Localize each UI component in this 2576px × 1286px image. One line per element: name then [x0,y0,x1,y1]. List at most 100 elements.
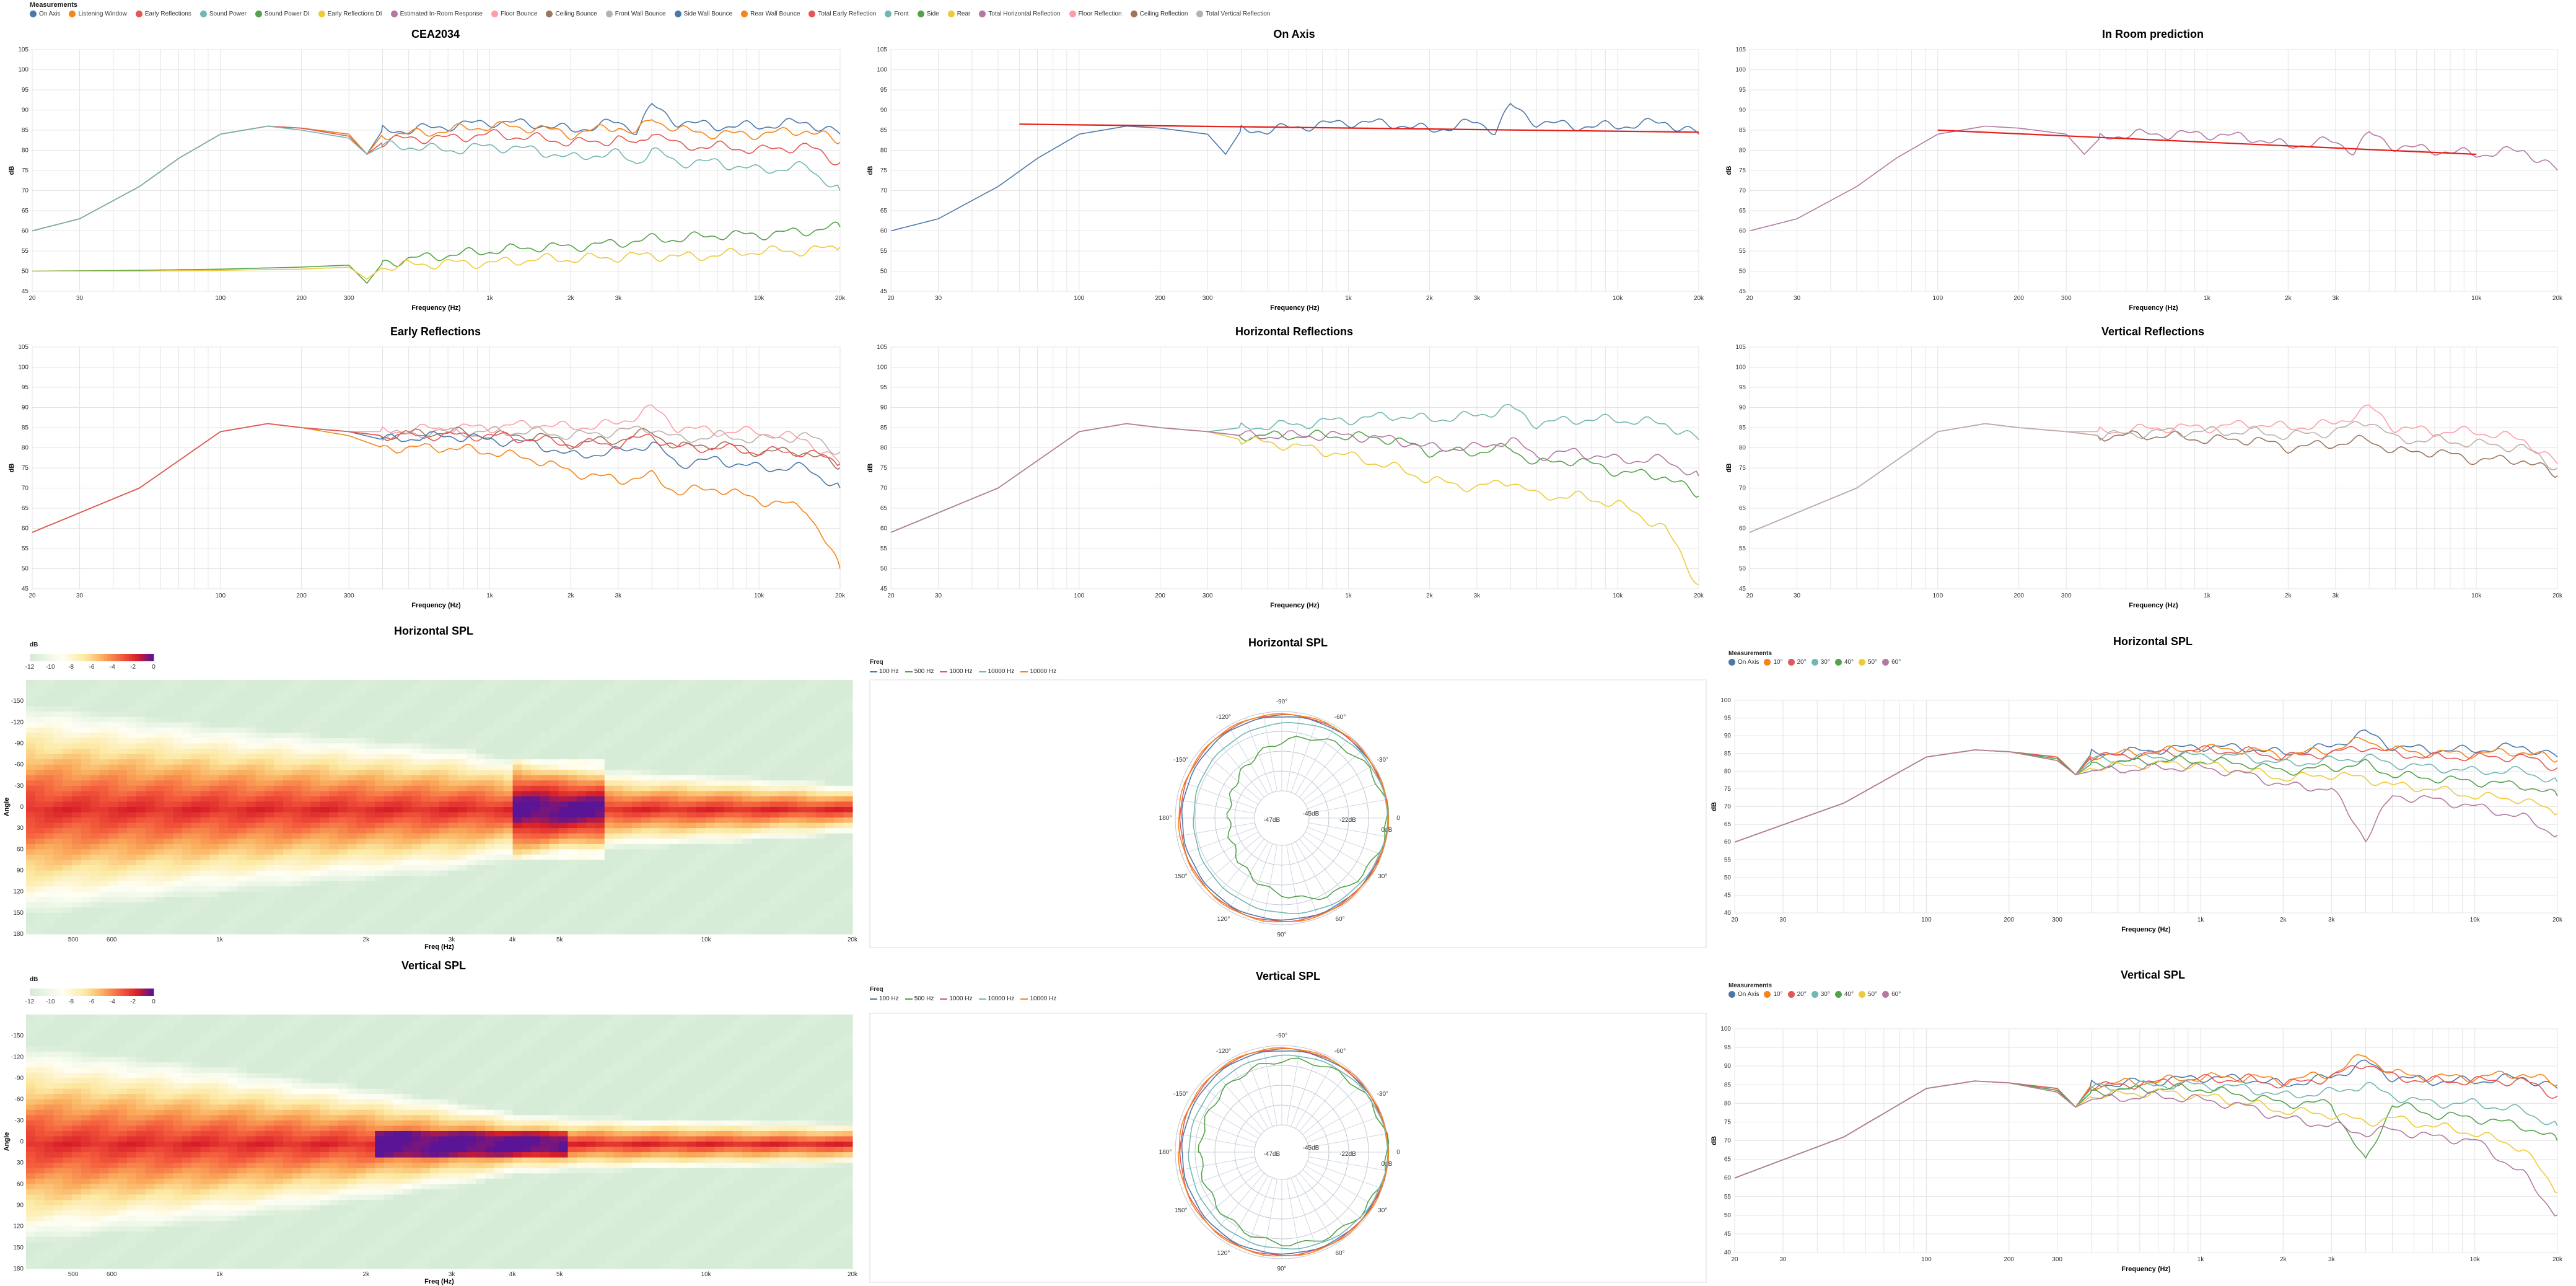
heatmap-cell [265,770,274,776]
heatmap-cell [182,870,192,876]
heatmap-cell [540,843,550,850]
x-axis-label: Frequency (Hz) [411,304,461,312]
legend-item-side-wall-bounce[interactable]: Side Wall Bounce [674,11,732,17]
heatmap-cell [632,727,642,734]
polar-legend-item[interactable]: 500 Hz [905,668,934,675]
heatmap-cell [301,701,312,707]
heatmap-cell [44,870,55,876]
polar-legend-item[interactable]: 1000 Hz [940,668,973,675]
legend-item-sound-power[interactable]: Sound Power [199,11,247,17]
heatmap-cell [788,791,798,797]
heatmap-cell [687,738,697,744]
legend-item-total-vertical-reflection[interactable]: Total Vertical Reflection [1196,11,1270,17]
heatmap-cell [421,701,431,707]
heatmap-cell [430,807,440,813]
polar-legend-item[interactable]: 100 Hz [870,668,899,675]
heatmap-cell [623,770,633,776]
heatmap-cell [402,902,413,908]
polar-legend-item[interactable]: 10000 Hz [1020,668,1056,675]
heatmap-cell [228,695,238,702]
legend-item-ceiling-reflection[interactable]: Ceiling Reflection [1130,11,1188,17]
heatmap-cell [522,690,532,697]
heatmap-cell [411,764,421,770]
colorbar-cell [144,654,148,661]
legend-item-early-reflections-di[interactable]: Early Reflections DI [318,11,382,17]
heatmap-cell [384,881,394,887]
heatmap-cell [512,791,522,797]
heatmap-cell [531,754,541,760]
heatmap-cell [724,759,734,765]
heatmap-cell [292,701,302,707]
heatmap-cell [393,886,403,892]
legend-item-on-axis[interactable]: On Axis [30,11,60,17]
heatmap-cell [228,902,238,908]
heatmap-cell [53,860,63,866]
heatmap-cell [127,716,137,723]
polar-spoke [1307,781,1382,809]
legend-item-total-early-reflection[interactable]: Total Early Reflection [808,11,876,17]
heatmap-cell [164,749,173,755]
y-tick-label: 150 [13,910,24,917]
heatmap-cell [815,695,826,702]
heatmap-cell [623,754,633,760]
legend-item-total-horizontal-reflection[interactable]: Total Horizontal Reflection [979,11,1061,17]
heatmap-cell [265,727,274,734]
chart-title: Horizontal SPL [1248,636,1328,649]
heatmap-cell [310,876,320,882]
heatmap-cell [668,902,678,908]
heatmap-cell [714,828,725,834]
legend-item-sound-power-di[interactable]: Sound Power DI [255,11,310,17]
legend-item-ceiling-bounce[interactable]: Ceiling Bounce [546,11,597,17]
heatmap-cell [485,843,495,850]
heatmap-cell [173,828,183,834]
legend-item-floor-reflection[interactable]: Floor Reflection [1069,11,1122,17]
legend-item-front-wall-bounce[interactable]: Front Wall Bounce [605,11,666,17]
heatmap-cell [72,928,82,935]
heatmap-cell [586,870,596,876]
legend-item-rear-wall-bounce[interactable]: Rear Wall Bounce [741,11,800,17]
heatmap-cell [108,886,118,892]
heatmap-cell [668,711,678,718]
colorbar-cell [42,654,46,661]
heatmap-cell [733,695,743,702]
heatmap-cell [265,764,274,770]
heatmap-cell [35,738,45,744]
heatmap-cell [274,833,284,839]
heatmap-cell [246,891,256,897]
heatmap-cell [494,839,504,845]
heatmap-cell [338,801,348,808]
legend-item-front[interactable]: Front [885,11,909,17]
heatmap-cell [705,775,716,781]
heatmap-cell [356,891,367,897]
heatmap-cell [200,764,211,770]
heatmap-cell [26,796,36,803]
heatmap-cell [63,907,72,914]
legend-item-floor-bounce[interactable]: Floor Bounce [491,11,537,17]
legend-item-estimated-in-room-response[interactable]: Estimated In-Room Response [390,11,483,17]
heatmap-cell [769,780,780,786]
heatmap-cell [274,722,284,728]
heatmap-cell [457,738,468,744]
cea2034-chart: CEA2034 20 30 100 200 300 1k 2k 3k 10k 20k 45 50 55 6… [0,28,859,319]
heatmap-cell [154,754,164,760]
heatmap-cell [421,812,431,818]
heatmap-cell [714,902,725,908]
heatmap-cell [457,923,468,930]
legend-item-listening-window[interactable]: Listening Window [69,11,127,17]
heatmap-cell [467,876,476,882]
heatmap-cell [301,918,312,924]
heatmap-cell [815,791,826,797]
legend-item-rear[interactable]: Rear [947,11,970,17]
heatmap-cell [63,780,72,786]
spl-legend-item[interactable]: On Axis [1728,659,1759,666]
legend-item-early-reflections[interactable]: Early Reflections [135,11,191,17]
y-tick-label: 65 [880,505,888,512]
legend-item-side[interactable]: Side [917,11,939,17]
heatmap-cell [769,695,780,702]
heatmap-cell [329,706,339,712]
heatmap-cell [292,897,302,903]
polar-legend-item[interactable]: 10000 Hz [978,668,1014,675]
heatmap-cell [558,733,569,739]
heatmap-cell [586,886,596,892]
heatmap-cell [173,754,183,760]
